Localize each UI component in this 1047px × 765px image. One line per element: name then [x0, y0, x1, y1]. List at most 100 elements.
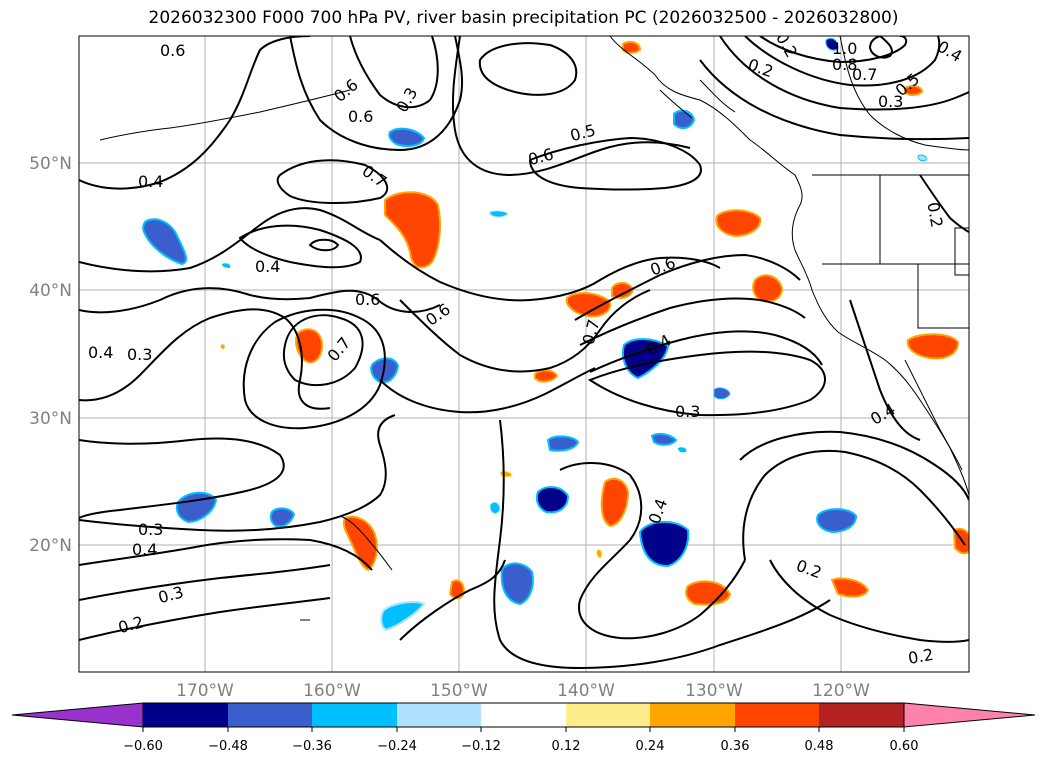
colorbar-segment: [735, 703, 819, 727]
lon-label: 140°W: [557, 681, 615, 701]
precip-positive-area: [752, 274, 784, 303]
precip-positive-area: [596, 549, 603, 559]
coastline-canada-islands: [659, 79, 736, 119]
precip-negative-area: [175, 491, 218, 524]
precip-positive-area: [904, 84, 924, 96]
contour-line: [79, 207, 381, 273]
contour-line: [528, 136, 702, 191]
contour-line: [559, 462, 746, 640]
precip-negative-area: [500, 562, 534, 606]
precip-negative-area: [638, 521, 690, 568]
map-frame: [78, 35, 970, 673]
precip-negative-area: [388, 127, 426, 147]
contour-line: [79, 36, 311, 190]
colorbar-segment: [819, 703, 904, 727]
colorbar-tick-label: 0.12: [552, 739, 581, 754]
precip-negative-area: [816, 508, 858, 534]
colorbar-segment: [650, 703, 735, 727]
precip-negative-area: [380, 601, 426, 632]
colorbar-frame: [142, 702, 905, 728]
contour-line: [79, 597, 331, 641]
coast-mainland-north: [839, 36, 969, 151]
chart-title: 2026032300 F000 700 hPa PV, river basin …: [148, 8, 899, 28]
precip-negative-area: [222, 263, 231, 268]
contour-line: [769, 559, 969, 643]
colorbar-tick-label: −0.24: [377, 739, 417, 754]
contour-label: 0.8: [832, 55, 857, 74]
colorbar-extend-left: [11, 702, 144, 728]
lon-label: 160°W: [303, 681, 361, 701]
contour-line: [589, 330, 823, 373]
precip-positive-area: [600, 477, 630, 528]
colorbar-segment: [312, 703, 397, 727]
precip-negative-area: [489, 501, 501, 514]
contour-label: 0.3: [675, 402, 700, 421]
contour-label: 0.3: [878, 92, 903, 111]
precip-negative-area: [535, 486, 570, 514]
contour-line: [79, 564, 331, 601]
lat-label: 50°N: [29, 154, 72, 174]
precip-positive-area: [342, 515, 378, 572]
contour-line: [919, 174, 969, 233]
precipitation-shading: [142, 37, 969, 632]
colorbar-tick-label: −0.60: [123, 739, 163, 754]
contour-label: 0.4: [88, 343, 113, 362]
colorbar-segment: [566, 703, 650, 727]
precip-positive-area: [565, 292, 612, 318]
contour-line: [742, 449, 966, 561]
border-state-3: [917, 264, 969, 329]
contour-line: [79, 437, 285, 519]
contour-line: [739, 430, 969, 501]
colorbar-segment: [143, 703, 228, 727]
contour-line: [79, 308, 331, 410]
colorbar-tick-label: 0.36: [721, 739, 750, 754]
precip-positive-area: [622, 41, 642, 54]
colorbar-tick-label: −0.48: [208, 739, 248, 754]
contour-line: [282, 314, 364, 387]
colorbar-tick-label: 0.60: [890, 739, 919, 754]
precip-negative-area: [650, 432, 678, 446]
precip-negative-area: [825, 37, 839, 51]
precip-positive-area: [830, 577, 870, 598]
pv-contours: [79, 36, 969, 670]
colorbar: −0.60 −0.48 −0.36 −0.24 −0.12 0.12 0.24 …: [11, 702, 1036, 754]
precip-positive-area: [906, 333, 960, 360]
colorbar-extend-right: [903, 702, 1036, 728]
contour-line: [79, 414, 396, 532]
precip-negative-area: [622, 338, 670, 380]
hawaii-islands: [339, 515, 393, 571]
contour-line: [238, 224, 362, 269]
latitude-labels: 50°N 40°N 30°N 20°N: [29, 154, 72, 556]
precip-positive-area: [448, 579, 466, 600]
precip-positive-area: [384, 191, 441, 269]
colorbar-tick-label: 0.24: [636, 739, 665, 754]
contour-label: 0.6: [355, 290, 380, 309]
colorbar-tick-label: −0.12: [461, 739, 501, 754]
coastlines: [99, 36, 969, 621]
precip-positive-area: [534, 369, 559, 383]
contour-line: [868, 36, 893, 59]
precip-negative-area: [546, 435, 580, 452]
contour-label: 0.6: [160, 41, 185, 60]
longitude-labels: 170°W 160°W 150°W 140°W 130°W 120°W: [176, 681, 870, 701]
contour-label: 0.6: [348, 107, 373, 126]
contour-line: [379, 239, 721, 302]
contour-label: 0.4: [138, 172, 163, 191]
contour-label: 1.0: [832, 39, 857, 58]
lat-label: 20°N: [29, 536, 72, 556]
contour-line: [478, 42, 578, 96]
contour-line: [308, 238, 340, 252]
coastline-baja: [904, 359, 963, 471]
colorbar-segment: [397, 703, 481, 727]
precip-negative-area: [673, 109, 696, 130]
contour-line: [759, 36, 908, 64]
contour-line: [349, 36, 439, 109]
contour-line: [493, 419, 831, 670]
gridlines: [79, 36, 969, 672]
border-state-4: [954, 227, 969, 276]
contour-line: [849, 299, 921, 441]
contour-line: [242, 308, 386, 430]
coastline-aleutians: [99, 89, 351, 141]
lon-label: 170°W: [176, 681, 234, 701]
precip-negative-area: [489, 210, 509, 218]
